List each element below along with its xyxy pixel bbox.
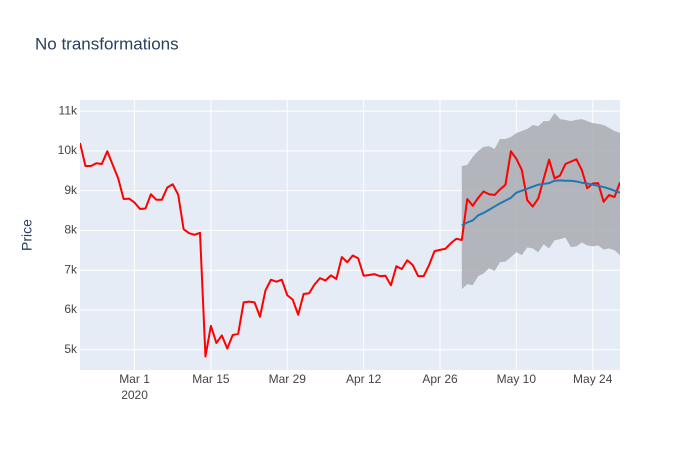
x-tick-label: Mar 1: [119, 372, 150, 386]
chart-title: No transformations: [35, 34, 179, 53]
x-tick-label: Apr 12: [346, 372, 382, 386]
x-tick-label: May 24: [573, 372, 613, 386]
x-year-label: 2020: [121, 388, 148, 402]
confidence-band: [461, 113, 620, 290]
plot: [80, 113, 620, 358]
y-tick-label: 9k: [64, 183, 78, 197]
y-axis-title: Price: [19, 219, 35, 251]
y-tick-label: 11k: [59, 103, 78, 117]
line: [461, 179, 620, 227]
x-tick-label: Apr 26: [422, 372, 458, 386]
y-tick-label: 6k: [64, 302, 78, 316]
y-tick-label: 5k: [64, 342, 78, 356]
x-tick-label: May 10: [497, 372, 537, 386]
x-tick-label: Mar 15: [192, 372, 230, 386]
y-tick-label: 10k: [58, 143, 78, 157]
grid: [80, 100, 620, 370]
x-tick-label: Mar 29: [269, 372, 307, 386]
y-tick-label: 7k: [64, 262, 78, 276]
line: [80, 142, 620, 358]
y-tick-label: 8k: [64, 223, 78, 237]
